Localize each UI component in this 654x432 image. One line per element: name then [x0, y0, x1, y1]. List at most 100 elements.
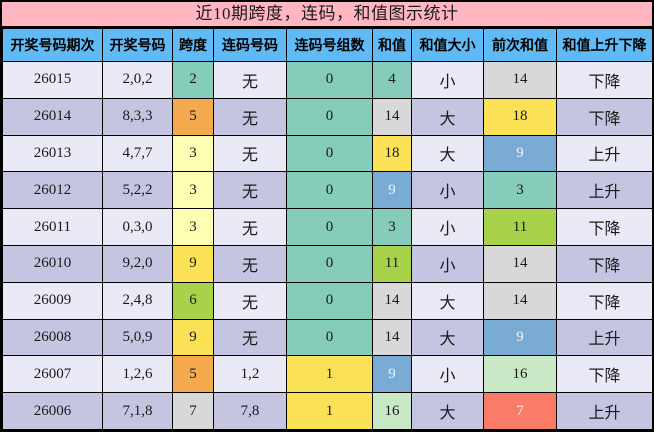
cell-sum: 9 — [372, 171, 412, 210]
cell-sum-size: 小 — [411, 355, 484, 394]
col-header-consecutive-groups: 连码号组数 — [286, 28, 373, 62]
col-header-sum-size: 和值大小 — [411, 28, 484, 62]
cell-prev-sum: 18 — [483, 97, 557, 136]
cell-sum-size: 大 — [411, 134, 484, 173]
table-row: 26013 4,7,7 3 无 0 18 大 9 上升 — [2, 134, 653, 173]
page-title: 近10期跨度，连码，和值图示统计 — [2, 2, 652, 28]
cell-sum-size: 小 — [411, 244, 484, 283]
cell-sum: 11 — [372, 244, 412, 283]
table-row: 26008 5,0,9 9 无 0 14 大 9 上升 — [2, 318, 653, 357]
cell-sum-size: 小 — [411, 208, 484, 246]
cell-prev-sum: 14 — [483, 61, 557, 99]
cell-period: 26011 — [2, 208, 103, 246]
cell-sum-size: 大 — [411, 392, 484, 430]
cell-consecutive-numbers: 7,8 — [213, 392, 287, 430]
cell-draw-numbers: 8,3,3 — [102, 97, 173, 136]
table-row: 26012 5,2,2 3 无 0 9 小 3 上升 — [2, 171, 653, 210]
cell-sum: 14 — [372, 97, 412, 136]
cell-span: 5 — [172, 355, 214, 394]
cell-draw-numbers: 5,2,2 — [102, 171, 173, 210]
cell-period: 26013 — [2, 134, 103, 173]
cell-sum-size: 大 — [411, 281, 484, 320]
cell-sum: 3 — [372, 208, 412, 246]
table-row: 26009 2,4,8 6 无 0 14 大 14 下降 — [2, 281, 653, 320]
col-header-period: 开奖号码期次 — [2, 28, 103, 62]
cell-sum: 4 — [372, 61, 412, 99]
cell-prev-sum: 3 — [483, 171, 557, 210]
cell-prev-sum: 9 — [483, 134, 557, 173]
cell-span: 7 — [172, 392, 214, 430]
cell-trend: 下降 — [556, 208, 653, 246]
cell-period: 26007 — [2, 355, 103, 394]
col-header-draw-numbers: 开奖号码 — [102, 28, 173, 62]
cell-span: 9 — [172, 244, 214, 283]
cell-draw-numbers: 5,0,9 — [102, 318, 173, 357]
cell-period: 26006 — [2, 392, 103, 430]
cell-trend: 下降 — [556, 281, 653, 320]
table-row: 26006 7,1,8 7 7,8 1 16 大 7 上升 — [2, 392, 653, 430]
cell-consecutive-numbers: 无 — [213, 61, 287, 99]
cell-draw-numbers: 9,2,0 — [102, 244, 173, 283]
table-row: 26007 1,2,6 5 1,2 1 9 小 16 下降 — [2, 355, 653, 394]
cell-prev-sum: 11 — [483, 208, 557, 246]
cell-consecutive-numbers: 无 — [213, 318, 287, 357]
cell-consecutive-groups: 0 — [286, 318, 373, 357]
cell-consecutive-groups: 0 — [286, 61, 373, 99]
col-header-span: 跨度 — [172, 28, 214, 62]
cell-period: 26008 — [2, 318, 103, 357]
col-header-prev-sum: 前次和值 — [483, 28, 557, 62]
cell-period: 26014 — [2, 97, 103, 136]
cell-trend: 下降 — [556, 97, 653, 136]
cell-consecutive-groups: 0 — [286, 171, 373, 210]
cell-consecutive-numbers: 无 — [213, 208, 287, 246]
cell-draw-numbers: 7,1,8 — [102, 392, 173, 430]
cell-consecutive-numbers: 无 — [213, 244, 287, 283]
cell-period: 26009 — [2, 281, 103, 320]
table-body: 26015 2,0,2 2 无 0 4 小 14 下降 26014 8,3,3 5 无 0 14 大 18 下降 2… — [2, 61, 653, 430]
cell-prev-sum: 14 — [483, 281, 557, 320]
cell-sum: 14 — [372, 281, 412, 320]
cell-span: 5 — [172, 97, 214, 136]
cell-draw-numbers: 0,3,0 — [102, 208, 173, 246]
cell-consecutive-numbers: 1,2 — [213, 355, 287, 394]
header-row: 开奖号码期次 开奖号码 跨度 连码号码 连码号组数 和值 和值大小 前次和值 和… — [2, 28, 653, 62]
cell-consecutive-groups: 0 — [286, 208, 373, 246]
table-row: 26011 0,3,0 3 无 0 3 小 11 下降 — [2, 208, 653, 246]
cell-sum-size: 大 — [411, 97, 484, 136]
cell-consecutive-groups: 0 — [286, 97, 373, 136]
cell-draw-numbers: 2,0,2 — [102, 61, 173, 99]
cell-sum: 18 — [372, 134, 412, 173]
cell-trend: 上升 — [556, 318, 653, 357]
cell-sum-size: 小 — [411, 171, 484, 210]
cell-trend: 下降 — [556, 61, 653, 99]
table-row: 26010 9,2,0 9 无 0 11 小 14 下降 — [2, 244, 653, 283]
cell-span: 6 — [172, 281, 214, 320]
cell-consecutive-groups: 1 — [286, 392, 373, 430]
cell-consecutive-groups: 1 — [286, 355, 373, 394]
cell-consecutive-numbers: 无 — [213, 97, 287, 136]
cell-draw-numbers: 1,2,6 — [102, 355, 173, 394]
cell-consecutive-groups: 0 — [286, 281, 373, 320]
cell-sum-size: 小 — [411, 61, 484, 99]
cell-sum-size: 大 — [411, 318, 484, 357]
cell-sum: 9 — [372, 355, 412, 394]
cell-span: 2 — [172, 61, 214, 99]
cell-consecutive-numbers: 无 — [213, 134, 287, 173]
table-row: 26015 2,0,2 2 无 0 4 小 14 下降 — [2, 61, 653, 99]
cell-period: 26012 — [2, 171, 103, 210]
cell-trend: 上升 — [556, 392, 653, 430]
cell-prev-sum: 9 — [483, 318, 557, 357]
cell-draw-numbers: 4,7,7 — [102, 134, 173, 173]
cell-consecutive-groups: 0 — [286, 244, 373, 283]
cell-sum: 16 — [372, 392, 412, 430]
table-row: 26014 8,3,3 5 无 0 14 大 18 下降 — [2, 97, 653, 136]
cell-span: 9 — [172, 318, 214, 357]
col-header-consecutive-numbers: 连码号码 — [213, 28, 287, 62]
cell-span: 3 — [172, 134, 214, 173]
col-header-trend: 和值上升下降 — [556, 28, 653, 62]
cell-consecutive-numbers: 无 — [213, 281, 287, 320]
cell-sum: 14 — [372, 318, 412, 357]
cell-trend: 上升 — [556, 171, 653, 210]
cell-prev-sum: 7 — [483, 392, 557, 430]
cell-prev-sum: 14 — [483, 244, 557, 283]
